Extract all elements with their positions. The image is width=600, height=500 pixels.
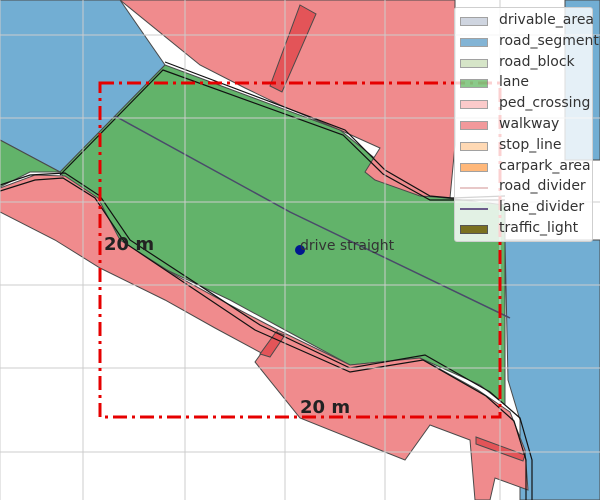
ego-label: drive straight: [300, 238, 395, 254]
legend-swatch: [460, 58, 488, 68]
road-boundary-lower: [0, 172, 533, 500]
legend-item-walkway: walkway: [455, 115, 594, 135]
legend-item-traffic-light: traffic_light: [455, 219, 594, 239]
range-box: [98, 81, 502, 419]
legend-label: carpark_area: [499, 157, 591, 174]
road-segment-right: [504, 239, 600, 500]
legend-item-carpark-area: carpark_area: [455, 157, 594, 177]
road-boundary-upper-inner: [59, 69, 505, 201]
legend-label: lane: [499, 74, 529, 91]
legend-label: road_divider: [499, 178, 586, 195]
legend-label: stop_line: [499, 136, 562, 153]
legend-swatch: [460, 187, 488, 190]
scale-label-bottom: 20 m: [300, 397, 350, 418]
legend-item-lane: lane: [455, 73, 594, 93]
legend-item-lane-divider: lane_divider: [455, 198, 594, 218]
walkway-crossing-top: [269, 4, 317, 93]
legend-label: drivable_area: [499, 12, 595, 28]
legend-item-drivable-area: drivable_area: [455, 11, 594, 31]
legend-swatch: [460, 79, 488, 89]
legend-swatch: [460, 17, 488, 26]
road-boundary-lower-inner: [0, 177, 527, 500]
legend-item-road-divider: road_divider: [455, 177, 594, 197]
legend-swatch: [460, 100, 488, 110]
legend-label: ped_crossing: [499, 95, 591, 112]
legend-swatch: [460, 225, 488, 234]
legend-item-stop-line: stop_line: [455, 136, 594, 156]
legend-swatch: [460, 141, 488, 151]
legend-item-road-block: road_block: [455, 53, 594, 73]
legend-label: road_block: [499, 53, 575, 70]
legend-swatch: [460, 37, 488, 47]
scale-label-left: 20 m: [104, 234, 154, 255]
legend-swatch: [460, 208, 488, 211]
ego-vehicle-marker: [295, 245, 305, 255]
legend-label: traffic_light: [499, 220, 579, 236]
legend-label: lane_divider: [499, 199, 585, 216]
lane-divider: [114, 115, 511, 319]
legend-swatch: [460, 162, 488, 172]
legend-label: walkway: [499, 116, 560, 132]
legend-item-road-segment: road_segment: [455, 32, 599, 52]
legend-swatch: [460, 121, 488, 130]
legend-label: road_segment: [499, 32, 599, 49]
walkway-crossing-mid: [259, 331, 286, 358]
legend-item-ped-crossing: ped_crossing: [455, 94, 594, 114]
lane-left-edge: [0, 139, 61, 188]
walkway-bottom: [254, 329, 529, 500]
